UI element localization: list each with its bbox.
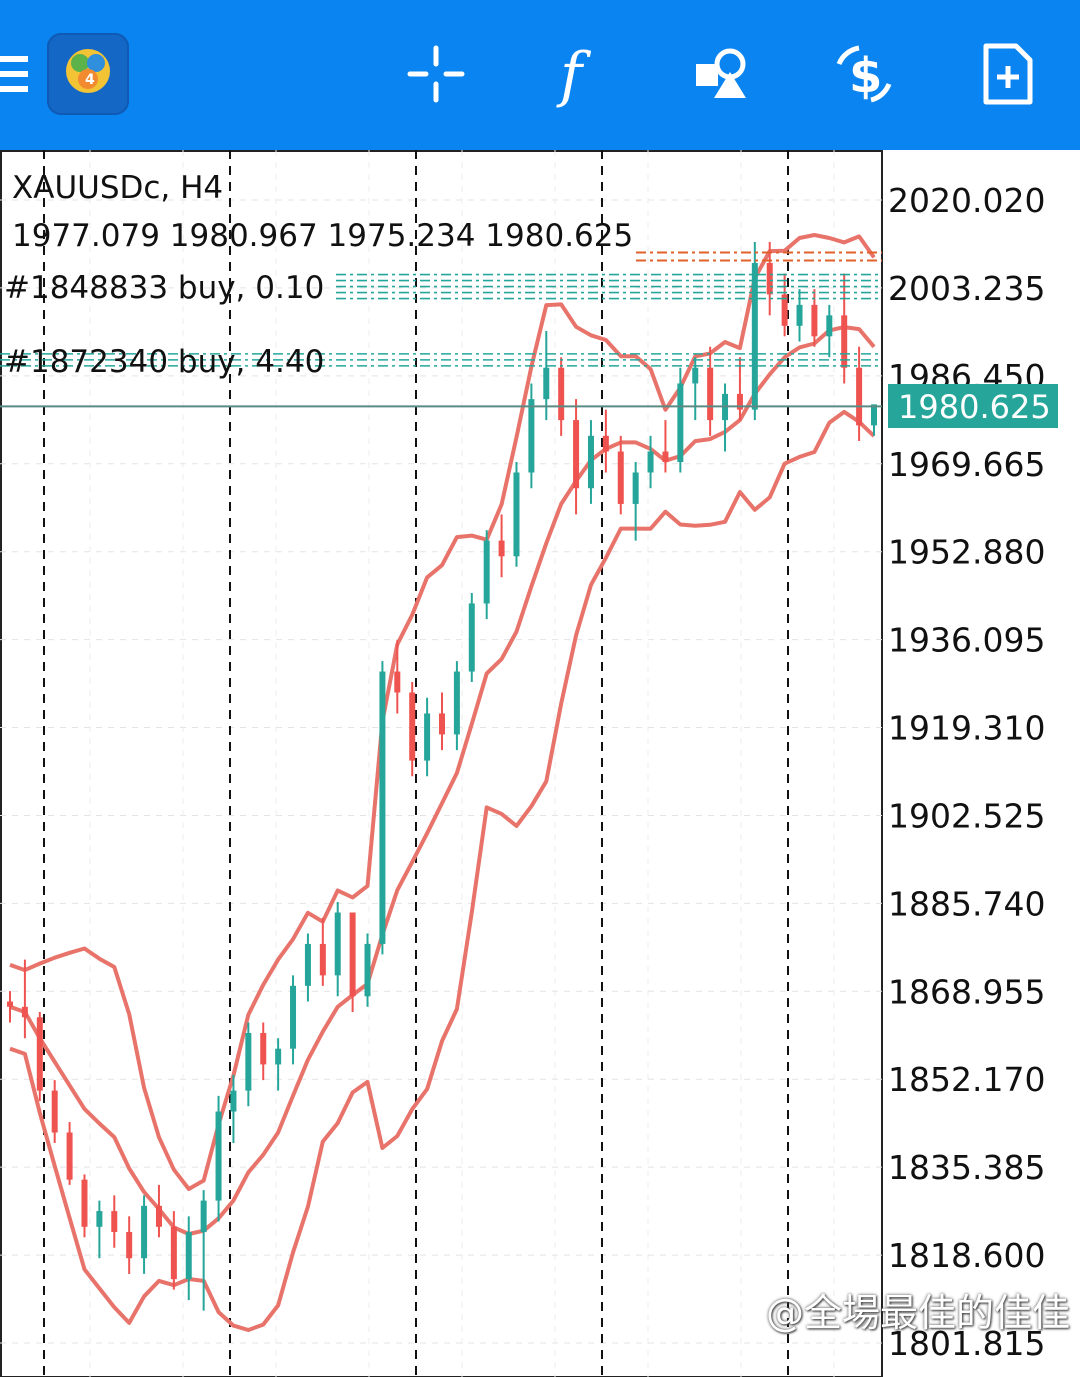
candle-body xyxy=(439,713,445,735)
band-middle xyxy=(9,325,876,1236)
candle-body xyxy=(811,304,818,337)
candle-body xyxy=(796,304,803,326)
candle-body xyxy=(424,713,431,761)
candle-body xyxy=(170,1226,177,1280)
candle-body xyxy=(513,472,520,557)
candle-body xyxy=(453,671,460,735)
svg-text:4: 4 xyxy=(85,72,95,88)
hamburger-menu-icon[interactable] xyxy=(0,48,34,100)
candle-body xyxy=(36,1017,43,1091)
candle-body xyxy=(319,943,326,976)
candle-body xyxy=(856,367,863,426)
candle-body xyxy=(66,1132,73,1180)
candle-body xyxy=(185,1232,192,1280)
candle-body xyxy=(587,435,594,489)
objects-button[interactable] xyxy=(686,38,758,110)
candle-body xyxy=(7,1001,13,1007)
svg-text:$: $ xyxy=(849,48,882,104)
candle-body xyxy=(766,262,773,295)
candle-body xyxy=(677,383,684,463)
candle-body xyxy=(304,943,311,986)
y-axis-label: 1818.600 xyxy=(888,1236,1045,1275)
top-toolbar: 4 f $ xyxy=(0,0,1080,150)
function-f-icon: f xyxy=(556,40,592,109)
candle-body xyxy=(126,1232,133,1259)
shapes-icon xyxy=(696,48,746,98)
y-axis-label: 1885.740 xyxy=(888,884,1045,923)
candle-body xyxy=(364,943,371,997)
y-axis-label: 1801.815 xyxy=(888,1324,1045,1363)
candle-body xyxy=(21,1006,28,1018)
candle-body xyxy=(528,399,535,473)
crosshair-icon xyxy=(407,45,465,103)
candle-body xyxy=(245,1032,252,1091)
y-axis-label: 1952.880 xyxy=(888,533,1045,572)
candle-body xyxy=(394,671,401,693)
candle-body xyxy=(736,393,743,410)
candle-body xyxy=(379,671,386,944)
candle-body xyxy=(707,367,714,421)
candle-body xyxy=(498,540,505,557)
candle-body xyxy=(543,367,550,400)
current-price-badge: 1980.625 xyxy=(888,384,1058,429)
candle-body xyxy=(781,294,788,326)
y-axis-label: 1835.385 xyxy=(888,1148,1045,1187)
candle-body xyxy=(275,1048,282,1065)
candle-body xyxy=(349,912,356,997)
y-axis-label: 1902.525 xyxy=(888,796,1045,835)
candle-body xyxy=(617,451,624,504)
order-label: #1848833 buy, 0.10 xyxy=(4,270,324,306)
candle-body xyxy=(602,435,609,452)
watermark: @全場最佳的佳佳 xyxy=(765,1291,1070,1335)
candle-body xyxy=(692,367,699,384)
y-axis-label: 2003.235 xyxy=(888,269,1045,308)
y-axis-label: 1936.095 xyxy=(888,621,1045,660)
y-axis-label: 1868.955 xyxy=(888,972,1045,1011)
y-axis-label: 1852.170 xyxy=(888,1060,1045,1099)
metatrader4-logo[interactable]: 4 xyxy=(47,33,129,115)
y-axis-label: 1969.665 xyxy=(888,445,1045,484)
candle-body xyxy=(558,367,565,421)
price-chart[interactable]: 2020.020 2003.235 1986.450 1969.665 1952.880… xyxy=(0,150,1080,1377)
candle-body xyxy=(230,1090,237,1112)
candle-body xyxy=(826,315,833,337)
candle-body xyxy=(841,315,848,368)
chart-symbol: XAUUSDc, H4 xyxy=(12,170,223,206)
candle-body xyxy=(155,1205,162,1227)
candle-body xyxy=(871,404,877,426)
candle-body xyxy=(334,912,341,976)
candle-body xyxy=(632,472,639,504)
candle-body xyxy=(200,1200,207,1233)
new-order-button[interactable] xyxy=(972,38,1044,110)
svg-text:f: f xyxy=(556,40,592,109)
candle-body xyxy=(662,451,669,463)
y-axis-label: 2020.020 xyxy=(888,181,1045,220)
candle-body xyxy=(141,1205,148,1259)
candle-body xyxy=(51,1090,58,1133)
candle-body xyxy=(81,1179,88,1227)
trade-button[interactable]: $ xyxy=(828,38,900,110)
candle-body xyxy=(215,1111,222,1201)
candle-body xyxy=(409,692,416,761)
candle-body xyxy=(468,603,475,672)
candle-body xyxy=(96,1211,103,1227)
current-price: 1980.625 xyxy=(898,388,1051,427)
band-upper xyxy=(9,233,876,1191)
chart-ohlc: 1977.079 1980.967 1975.234 1980.625 xyxy=(12,218,633,254)
plot-frame xyxy=(0,150,883,1377)
candle-body xyxy=(647,451,654,473)
dollar-refresh-icon: $ xyxy=(836,45,892,104)
indicators-button[interactable]: f xyxy=(542,38,614,110)
add-document-icon xyxy=(983,43,1033,105)
candle-body xyxy=(483,540,490,604)
y-axis-label: 1919.310 xyxy=(888,709,1045,748)
candle-body xyxy=(290,985,297,1049)
order-label: #1872340 buy, 4.40 xyxy=(4,344,324,380)
candle-body xyxy=(573,420,580,489)
candle-body xyxy=(751,262,758,410)
crosshair-button[interactable] xyxy=(400,38,472,110)
candle-body xyxy=(260,1032,267,1065)
band-lower xyxy=(9,409,876,1332)
candle-body xyxy=(111,1211,118,1233)
